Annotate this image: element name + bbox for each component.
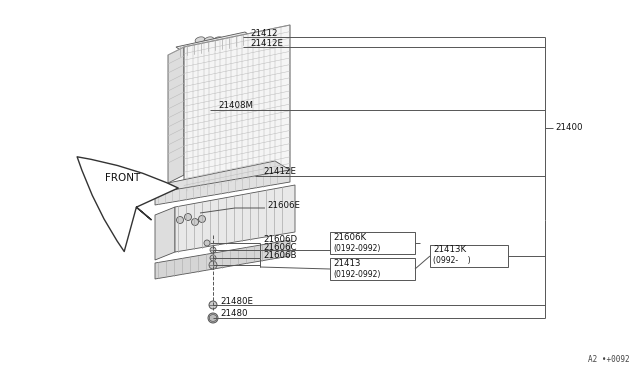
Polygon shape [184, 25, 290, 192]
Ellipse shape [231, 37, 241, 43]
Text: 21412E: 21412E [250, 38, 283, 48]
Text: 21606E: 21606E [267, 201, 300, 209]
Text: (0192-0992): (0192-0992) [333, 269, 380, 279]
Circle shape [198, 215, 205, 222]
Polygon shape [176, 32, 260, 57]
Text: 21400: 21400 [555, 124, 582, 132]
Text: 21480E: 21480E [220, 296, 253, 305]
Text: 21412: 21412 [250, 29, 278, 38]
Text: 21606C: 21606C [263, 243, 296, 251]
Text: 21606B: 21606B [263, 250, 296, 260]
Text: (0992-    ): (0992- ) [433, 257, 470, 266]
Text: 21606D: 21606D [263, 235, 297, 244]
Text: 21412E: 21412E [263, 167, 296, 176]
Circle shape [191, 218, 198, 225]
Circle shape [209, 261, 217, 269]
Text: A2 •+0092: A2 •+0092 [588, 355, 630, 364]
Ellipse shape [222, 37, 232, 43]
Polygon shape [155, 170, 290, 205]
Circle shape [209, 301, 217, 309]
Circle shape [204, 240, 210, 246]
Polygon shape [168, 161, 290, 192]
Ellipse shape [204, 37, 214, 43]
Text: 21413: 21413 [333, 259, 360, 267]
Polygon shape [168, 47, 184, 183]
Ellipse shape [195, 37, 205, 43]
Text: FRONT: FRONT [105, 173, 140, 183]
Text: (0192-0992): (0192-0992) [333, 244, 380, 253]
Bar [330, 232, 415, 254]
Circle shape [184, 214, 191, 221]
Circle shape [177, 217, 184, 224]
Circle shape [210, 255, 216, 261]
Circle shape [208, 313, 218, 323]
Text: 21480: 21480 [220, 310, 248, 318]
Circle shape [210, 247, 216, 253]
Text: 21606K: 21606K [333, 232, 366, 241]
Bar [430, 245, 508, 267]
Polygon shape [175, 185, 295, 252]
Text: 21413K: 21413K [433, 246, 466, 254]
Text: 21408M: 21408M [218, 102, 253, 110]
Polygon shape [155, 240, 290, 279]
Ellipse shape [213, 37, 223, 43]
Bar [330, 258, 415, 280]
Polygon shape [155, 207, 175, 260]
